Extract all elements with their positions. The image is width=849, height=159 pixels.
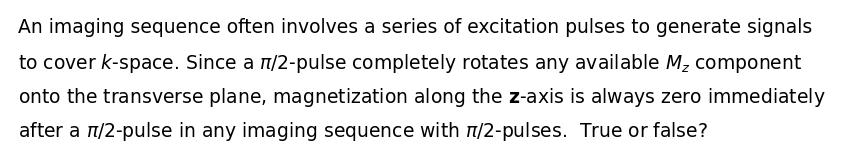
Text: onto the transverse plane, magnetization along the $\mathbf{z}$-axis is always z: onto the transverse plane, magnetization…: [18, 86, 825, 109]
Text: An imaging sequence often involves a series of excitation pulses to generate sig: An imaging sequence often involves a ser…: [18, 18, 812, 37]
Text: after a $\pi/2$-pulse in any imaging sequence with $\pi/2$-pulses.  True or fals: after a $\pi/2$-pulse in any imaging seq…: [18, 120, 708, 143]
Text: to cover $k$-space. Since a $\pi/2$-pulse completely rotates any available $M_z$: to cover $k$-space. Since a $\pi/2$-puls…: [18, 52, 802, 75]
